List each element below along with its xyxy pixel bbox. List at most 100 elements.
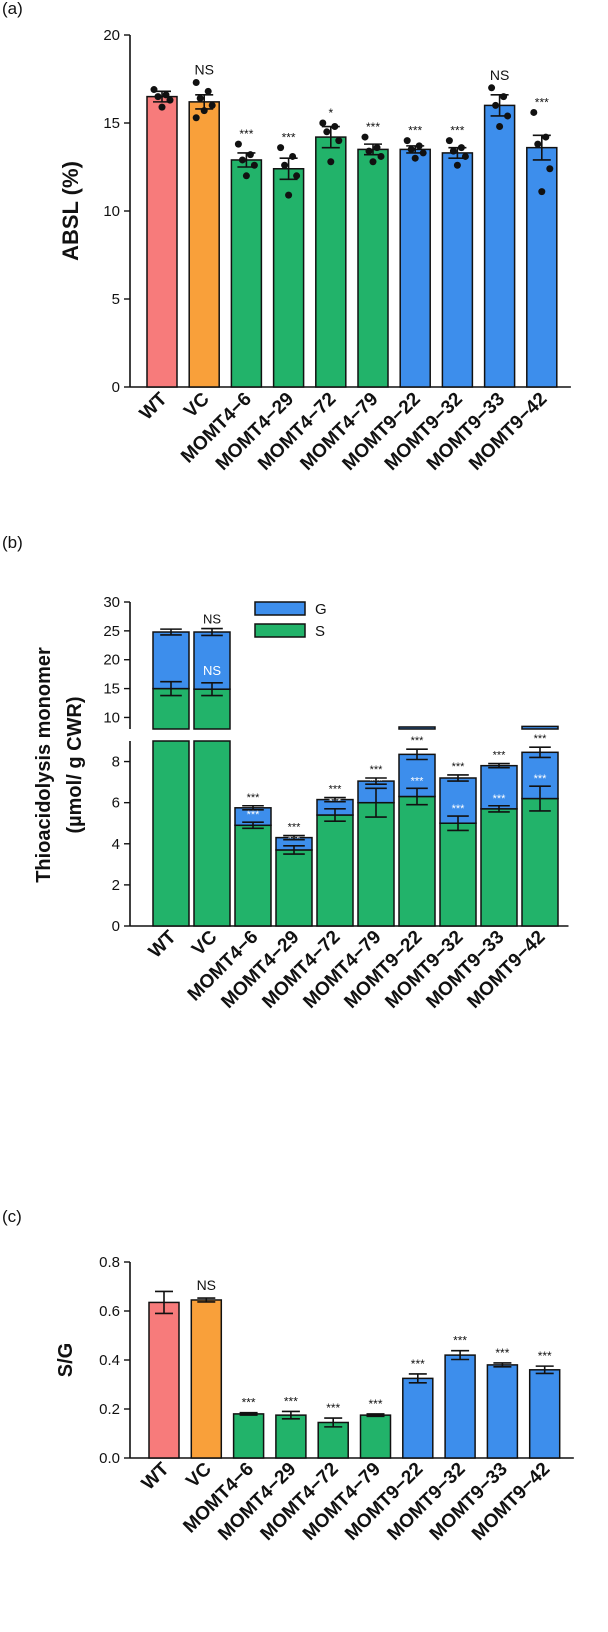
error-bar (242, 804, 264, 811)
bar-segment (193, 740, 231, 927)
bar-segment (480, 808, 518, 927)
significance-label: *** (366, 120, 380, 134)
error-bar (201, 627, 223, 637)
data-point (534, 140, 542, 148)
bar-segment (152, 740, 190, 927)
significance-label: *** (493, 793, 507, 805)
significance-label: *** (538, 1349, 552, 1363)
bar (275, 1414, 307, 1459)
significance-label: *** (408, 124, 422, 138)
error-bar (488, 804, 510, 813)
error-bar (239, 1411, 258, 1416)
significance-label: * (328, 106, 333, 120)
x-tick-label: WT (145, 926, 181, 962)
significance-label: *** (411, 735, 425, 747)
y-tick-label: 15 (103, 681, 120, 698)
legend-label: G (315, 601, 327, 618)
bar (359, 1414, 392, 1459)
data-point (238, 156, 246, 164)
error-bar (281, 1410, 300, 1420)
bar (526, 146, 558, 388)
bar (188, 101, 220, 388)
significance-label: *** (329, 784, 343, 796)
legend-label: S (315, 623, 325, 640)
error-bar (283, 834, 305, 841)
significance-label: *** (534, 733, 548, 745)
y-tick-label: 25 (103, 623, 120, 640)
data-point (361, 133, 369, 141)
data-point (158, 103, 166, 111)
error-bar (408, 1373, 427, 1384)
significance-label: *** (411, 775, 425, 787)
data-point (538, 188, 546, 196)
data-point (162, 91, 170, 99)
data-point (166, 96, 174, 104)
bar (483, 104, 516, 388)
data-point (250, 161, 258, 169)
bar (528, 1369, 561, 1459)
data-point (445, 137, 453, 145)
data-point (407, 145, 415, 153)
y-tick-label: 10 (103, 709, 120, 726)
bar-segment (316, 814, 354, 927)
y-tick-label: 2 (112, 877, 120, 894)
error-bar (451, 1349, 470, 1361)
data-point (403, 137, 411, 145)
bar (317, 1421, 349, 1459)
data-point (453, 161, 461, 169)
y-axis-label: (µmol/ g CWR) (64, 696, 86, 833)
bar (232, 1413, 265, 1459)
error-bar (155, 1290, 173, 1315)
y-tick-label: 0.8 (99, 1254, 120, 1271)
y-axis-label: Thioacidolysis monomer (33, 647, 55, 883)
error-bar (324, 808, 346, 822)
panel-label: (a) (2, 0, 23, 18)
error-bar (160, 628, 182, 636)
data-point (196, 94, 204, 102)
data-point (542, 133, 550, 141)
data-point (373, 144, 381, 152)
bar (315, 136, 347, 388)
y-tick-label: 0.0 (99, 1450, 120, 1467)
data-point (335, 137, 343, 145)
significance-label: NS (203, 612, 221, 627)
error-bar (365, 777, 387, 785)
significance-label: *** (535, 95, 549, 109)
y-tick-label: 0 (112, 918, 120, 935)
data-point (208, 101, 216, 109)
data-point (415, 142, 423, 150)
bar-segment (357, 801, 395, 927)
significance-label: *** (453, 1334, 467, 1348)
data-point (319, 119, 327, 127)
significance-label: *** (411, 1357, 425, 1371)
y-axis-label: ABSL (%) (58, 161, 83, 261)
data-point (204, 87, 212, 95)
data-point (150, 86, 158, 94)
data-point (488, 84, 496, 92)
significance-label: *** (282, 131, 296, 145)
data-point (461, 152, 469, 160)
data-point (285, 191, 293, 199)
significance-label: NS (194, 62, 213, 78)
data-point (154, 93, 162, 101)
significance-label: *** (450, 124, 464, 138)
error-bar (406, 787, 428, 806)
data-point (323, 128, 331, 136)
bar (441, 152, 474, 388)
y-tick-label: 30 (103, 594, 120, 611)
x-tick-label: VC (188, 926, 222, 960)
y-tick-label: 20 (103, 27, 120, 44)
significance-label: *** (284, 1394, 298, 1408)
error-bar (447, 774, 469, 782)
bar (444, 1354, 476, 1459)
significance-label: *** (495, 1346, 509, 1360)
y-tick-label: 0.4 (99, 1352, 120, 1369)
bar (190, 1299, 223, 1459)
bar (486, 1364, 519, 1459)
legend-swatch (254, 623, 306, 638)
significance-label: *** (288, 822, 302, 834)
panel-label: (c) (2, 1207, 22, 1226)
error-bar (529, 785, 551, 812)
data-point (242, 172, 250, 180)
